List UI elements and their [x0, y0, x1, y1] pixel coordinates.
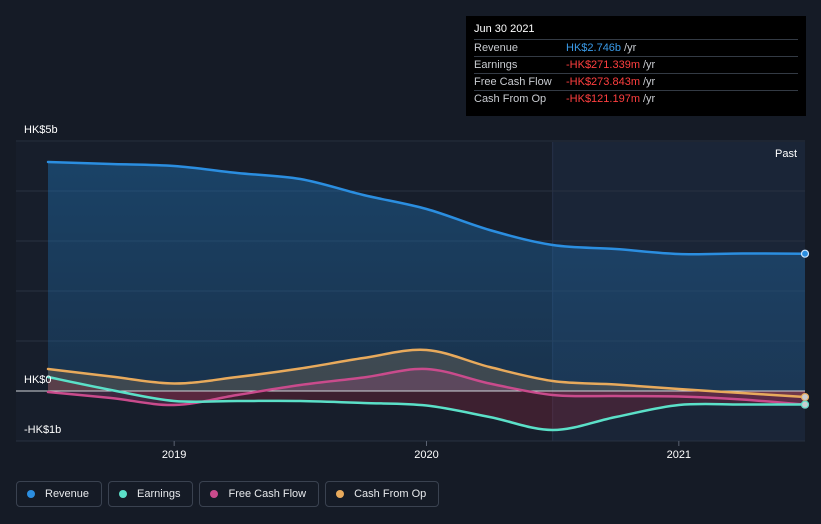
earnings-line [46, 375, 807, 432]
revenue-line [46, 160, 807, 256]
legend-item-cash-from-op[interactable]: Cash From Op [325, 481, 440, 507]
earnings-end-point [800, 400, 810, 409]
legend-label: Earnings [137, 488, 181, 500]
tooltip-label: Cash From Op [474, 93, 547, 105]
legend-dot-icon [336, 490, 345, 498]
x-tick-label: 2020 [414, 449, 438, 461]
tooltip-value: -HK$121.197m [566, 93, 640, 105]
y-label-bottom: -HK$1b [24, 424, 61, 436]
legend-item-revenue[interactable]: Revenue [16, 481, 103, 507]
tooltip-row-cash-from-op: Cash From Op -HK$121.197m /yr [474, 90, 798, 107]
tooltip: Jun 30 2021 Revenue HK$2.746b /yr Earnin… [466, 16, 806, 116]
legend-item-free-cash-flow[interactable]: Free Cash Flow [199, 481, 320, 507]
tooltip-value: -HK$273.843m [566, 76, 640, 88]
x-tick-label: 2021 [667, 449, 691, 461]
legend: Revenue Earnings Free Cash Flow Cash Fro… [16, 481, 440, 507]
tooltip-unit: /yr [643, 59, 656, 71]
tooltip-label: Free Cash Flow [474, 76, 552, 88]
tooltip-row-free-cash-flow: Free Cash Flow -HK$273.843m /yr [474, 73, 798, 90]
revenue-area [48, 162, 805, 391]
legend-dot-icon [210, 490, 219, 498]
tooltip-label: Revenue [474, 42, 519, 54]
tooltip-row-earnings: Earnings -HK$271.339m /yr [474, 56, 798, 73]
tooltip-label: Earnings [474, 59, 518, 71]
legend-label: Revenue [45, 488, 90, 500]
tooltip-unit: /yr [643, 93, 656, 105]
tooltip-unit: /yr [624, 42, 637, 54]
free-cash-flow-line [46, 367, 807, 407]
legend-dot-icon [119, 490, 128, 498]
cash-from-op-line [46, 348, 807, 399]
y-label-top: HK$5b [24, 124, 58, 136]
x-tick-label: 2019 [162, 449, 186, 461]
legend-item-earnings[interactable]: Earnings [108, 481, 194, 507]
tooltip-value: HK$2.746b [566, 42, 622, 54]
y-label-zero: HK$0 [24, 374, 52, 386]
cash-from-op-end-point [800, 392, 810, 402]
revenue-end-point [800, 249, 810, 258]
tooltip-row-revenue: Revenue HK$2.746b /yr [474, 39, 798, 56]
tooltip-value: -HK$271.339m [566, 59, 640, 71]
tooltip-date: Jun 30 2021 [474, 23, 535, 35]
past-label: Past [775, 148, 797, 160]
legend-label: Cash From Op [354, 488, 427, 500]
legend-dot-icon [27, 490, 35, 498]
tooltip-unit: /yr [643, 76, 656, 88]
legend-label: Free Cash Flow [228, 488, 307, 500]
